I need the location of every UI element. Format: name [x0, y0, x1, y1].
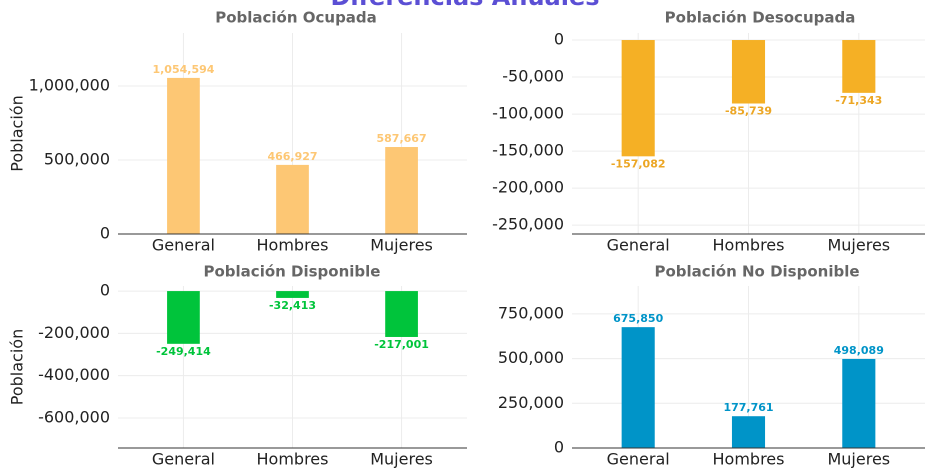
- value-label: 587,667: [377, 132, 427, 145]
- y-tick-label: 250,000: [498, 393, 564, 412]
- y-tick-label: -600,000: [38, 407, 110, 426]
- bar: [385, 147, 418, 234]
- y-tick-label: -150,000: [492, 141, 564, 160]
- x-tick-label: General: [607, 236, 670, 255]
- value-label: -157,082: [611, 157, 666, 170]
- main-title: Diferencias Anuales: [330, 0, 599, 11]
- y-tick-label: 0: [554, 30, 564, 49]
- x-tick-label: Hombres: [713, 450, 785, 468]
- y-tick-label: -50,000: [502, 67, 564, 86]
- bar: [842, 358, 876, 448]
- value-label: -85,739: [725, 105, 772, 118]
- y-tick-label: 500,000: [44, 149, 110, 168]
- x-tick-label: Mujeres: [827, 450, 890, 468]
- bar: [276, 164, 309, 234]
- value-label: 177,761: [723, 401, 773, 414]
- y-tick-label: 1,000,000: [29, 75, 110, 94]
- x-tick-label: Mujeres: [370, 450, 433, 468]
- x-tick-label: Mujeres: [827, 236, 890, 255]
- bar: [621, 327, 655, 448]
- value-label: -71,343: [835, 94, 882, 107]
- bar: [385, 291, 418, 337]
- bar: [842, 40, 876, 93]
- x-tick-label: Hombres: [257, 236, 329, 255]
- x-tick-label: Mujeres: [370, 236, 433, 255]
- bar: [731, 40, 766, 104]
- panel-title: Población Ocupada: [215, 9, 377, 27]
- bar: [167, 291, 200, 344]
- y-tick-label: 750,000: [498, 303, 564, 322]
- x-tick-label: Hombres: [713, 236, 785, 255]
- panel-title: Población Desocupada: [665, 9, 856, 27]
- y-tick-label: 0: [554, 438, 564, 457]
- y-tick-label: -200,000: [38, 323, 110, 342]
- x-tick-label: General: [152, 236, 215, 255]
- value-label: -217,001: [374, 338, 429, 351]
- value-label: 466,927: [267, 150, 317, 163]
- bar: [167, 77, 200, 235]
- y-tick-label: -100,000: [492, 104, 564, 123]
- y-tick-label: 0: [100, 224, 110, 243]
- x-tick-label: General: [607, 450, 670, 468]
- y-tick-label: 0: [100, 281, 110, 300]
- y-axis-label: Población: [8, 329, 27, 405]
- value-label: -32,413: [269, 299, 316, 312]
- y-tick-label: -400,000: [38, 365, 110, 384]
- y-axis-label: Población: [8, 95, 27, 171]
- value-label: 498,089: [834, 344, 884, 357]
- y-tick-label: 500,000: [498, 348, 564, 367]
- value-label: 675,850: [613, 312, 663, 325]
- y-tick-label: -250,000: [492, 215, 564, 234]
- bar: [621, 40, 655, 157]
- value-label: 1,054,594: [152, 63, 214, 76]
- panel-title: Población No Disponible: [654, 263, 859, 281]
- x-tick-label: General: [152, 450, 215, 468]
- panel-title: Población Disponible: [204, 263, 381, 281]
- value-label: -249,414: [156, 345, 211, 358]
- bar: [731, 416, 766, 448]
- x-tick-label: Hombres: [257, 450, 329, 468]
- bar: [276, 291, 309, 298]
- y-tick-label: -200,000: [492, 178, 564, 197]
